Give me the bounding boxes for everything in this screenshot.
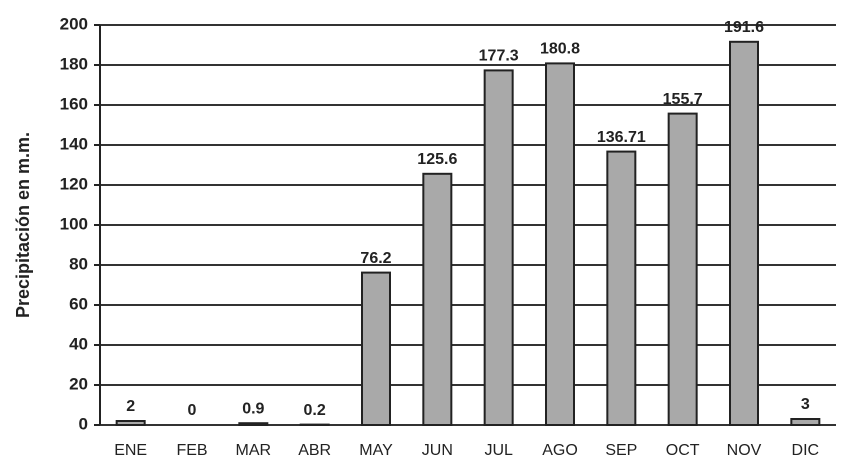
data-label: 155.7 xyxy=(663,91,703,108)
y-tick-label: 0 xyxy=(79,414,88,433)
x-tick-label: SEP xyxy=(605,442,637,459)
x-tick-label: AGO xyxy=(542,442,578,459)
x-tick-label: MAR xyxy=(236,442,272,459)
data-label: 3 xyxy=(801,396,810,413)
bar xyxy=(729,40,759,427)
y-tick-label: 160 xyxy=(60,94,88,113)
data-label: 125.6 xyxy=(417,151,457,168)
data-label: 0 xyxy=(188,402,197,419)
bar xyxy=(483,69,514,427)
y-tick-label: 60 xyxy=(69,294,88,313)
data-label: 0.9 xyxy=(242,400,264,417)
y-tick-label: 120 xyxy=(60,174,88,193)
x-tick-label: MAY xyxy=(359,442,393,459)
y-tick-label: 80 xyxy=(69,254,88,273)
y-tick-label: 140 xyxy=(60,134,88,153)
bar xyxy=(238,422,269,427)
y-axis-label: Precipitación en m.m. xyxy=(13,132,33,318)
data-label: 76.2 xyxy=(360,250,391,267)
x-tick-label: ENE xyxy=(114,442,147,459)
bar xyxy=(667,112,698,426)
bar xyxy=(790,418,821,426)
bar xyxy=(361,271,391,426)
y-tick-label: 100 xyxy=(60,214,88,233)
x-tick-label: OCT xyxy=(666,442,700,459)
x-tick-label: JUL xyxy=(484,442,513,459)
x-tick-label: FEB xyxy=(176,442,207,459)
x-tick-label: DIC xyxy=(792,442,820,459)
bar xyxy=(606,150,637,427)
data-label: 177.3 xyxy=(479,48,519,65)
y-tick-label: 180 xyxy=(60,54,88,73)
bar xyxy=(545,62,575,427)
data-label: 191.6 xyxy=(724,19,764,36)
data-label: 180.8 xyxy=(540,41,580,58)
y-tick-label: 40 xyxy=(69,334,88,353)
bar xyxy=(115,420,146,426)
x-tick-label: JUN xyxy=(422,442,453,459)
y-tick-label: 20 xyxy=(69,374,88,393)
x-tick-label: ABR xyxy=(298,442,331,459)
y-tick-label: 200 xyxy=(60,14,88,33)
bar xyxy=(422,172,453,426)
data-label: 2 xyxy=(126,398,135,415)
data-label: 0.2 xyxy=(304,402,326,419)
data-label: 136.71 xyxy=(597,129,646,146)
x-tick-label: NOV xyxy=(727,442,762,459)
